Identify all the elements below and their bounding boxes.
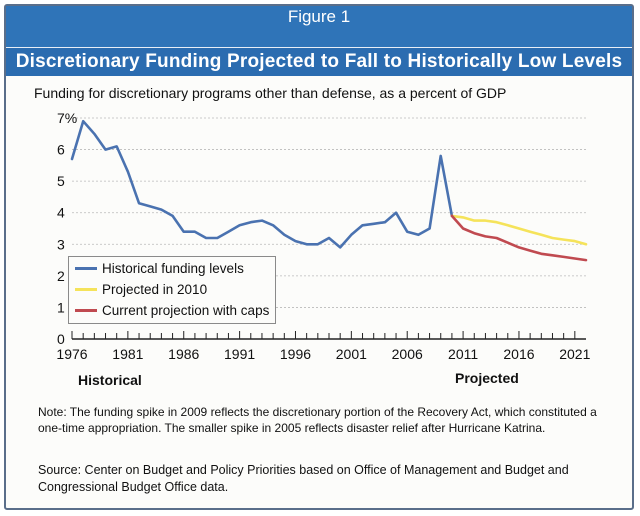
- y-tick-label-5: 5: [57, 173, 65, 189]
- x-tick-label-2016: 2016: [503, 346, 534, 362]
- legend-label-current-projection: Current projection with caps: [102, 303, 270, 318]
- series-line-0: [70, 119, 454, 249]
- chart-note: Note: The funding spike in 2009 reflects…: [38, 405, 597, 435]
- chart-legend: Historical funding levels Projected in 2…: [68, 256, 276, 324]
- legend-item-projected-2010: Projected in 2010: [75, 282, 207, 300]
- legend-label-historical: Historical funding levels: [102, 261, 244, 276]
- x-tick-label-2021: 2021: [559, 346, 590, 362]
- y-tick-label-4: 4: [57, 205, 65, 221]
- legend-swatch-projected-2010: [75, 287, 97, 291]
- historical-label: Historical: [78, 372, 142, 388]
- legend-swatch-current-projection: [75, 308, 97, 312]
- y-tick-label-6: 6: [57, 142, 65, 158]
- series-line-1: [450, 214, 588, 246]
- x-tick-label-1996: 1996: [280, 346, 311, 362]
- figure-label: Figure 1: [6, 6, 632, 50]
- x-tick-label-1976: 1976: [56, 346, 87, 362]
- chart-subtitle: Funding for discretionary programs other…: [34, 85, 507, 101]
- axis-ticks: 0 1 2 3 4 5 6 7% 1976 1981 1986 1991 1996 2001 2006 201…: [56, 110, 590, 362]
- x-tick-label-1991: 1991: [224, 346, 255, 362]
- series-line-2: [450, 214, 588, 262]
- y-tick-label-1: 1: [57, 299, 65, 315]
- y-tick-label-7: 7%: [57, 110, 77, 126]
- legend-label-projected-2010: Projected in 2010: [102, 282, 208, 297]
- legend-item-historical: Historical funding levels: [75, 261, 244, 279]
- chart-source: Source: Center on Budget and Policy Prio…: [38, 463, 569, 494]
- x-tick-label-2006: 2006: [392, 346, 423, 362]
- series-lines: [70, 119, 588, 262]
- x-tick-label-2001: 2001: [336, 346, 367, 362]
- x-tick-label-1986: 1986: [168, 346, 199, 362]
- y-tick-label-2: 2: [57, 268, 65, 284]
- chart-title: Discretionary Funding Projected to Fall …: [6, 47, 632, 76]
- x-tick-label-1981: 1981: [112, 346, 143, 362]
- legend-item-current-projection: Current projection with caps: [75, 303, 269, 321]
- projected-label: Projected: [455, 370, 519, 386]
- legend-swatch-historical: [75, 266, 97, 270]
- x-tick-label-2011: 2011: [448, 346, 478, 362]
- grid-lines: [72, 117, 586, 308]
- y-tick-label-3: 3: [57, 236, 65, 252]
- y-tick-label-0: 0: [57, 331, 65, 347]
- chart-axes: [71, 331, 586, 340]
